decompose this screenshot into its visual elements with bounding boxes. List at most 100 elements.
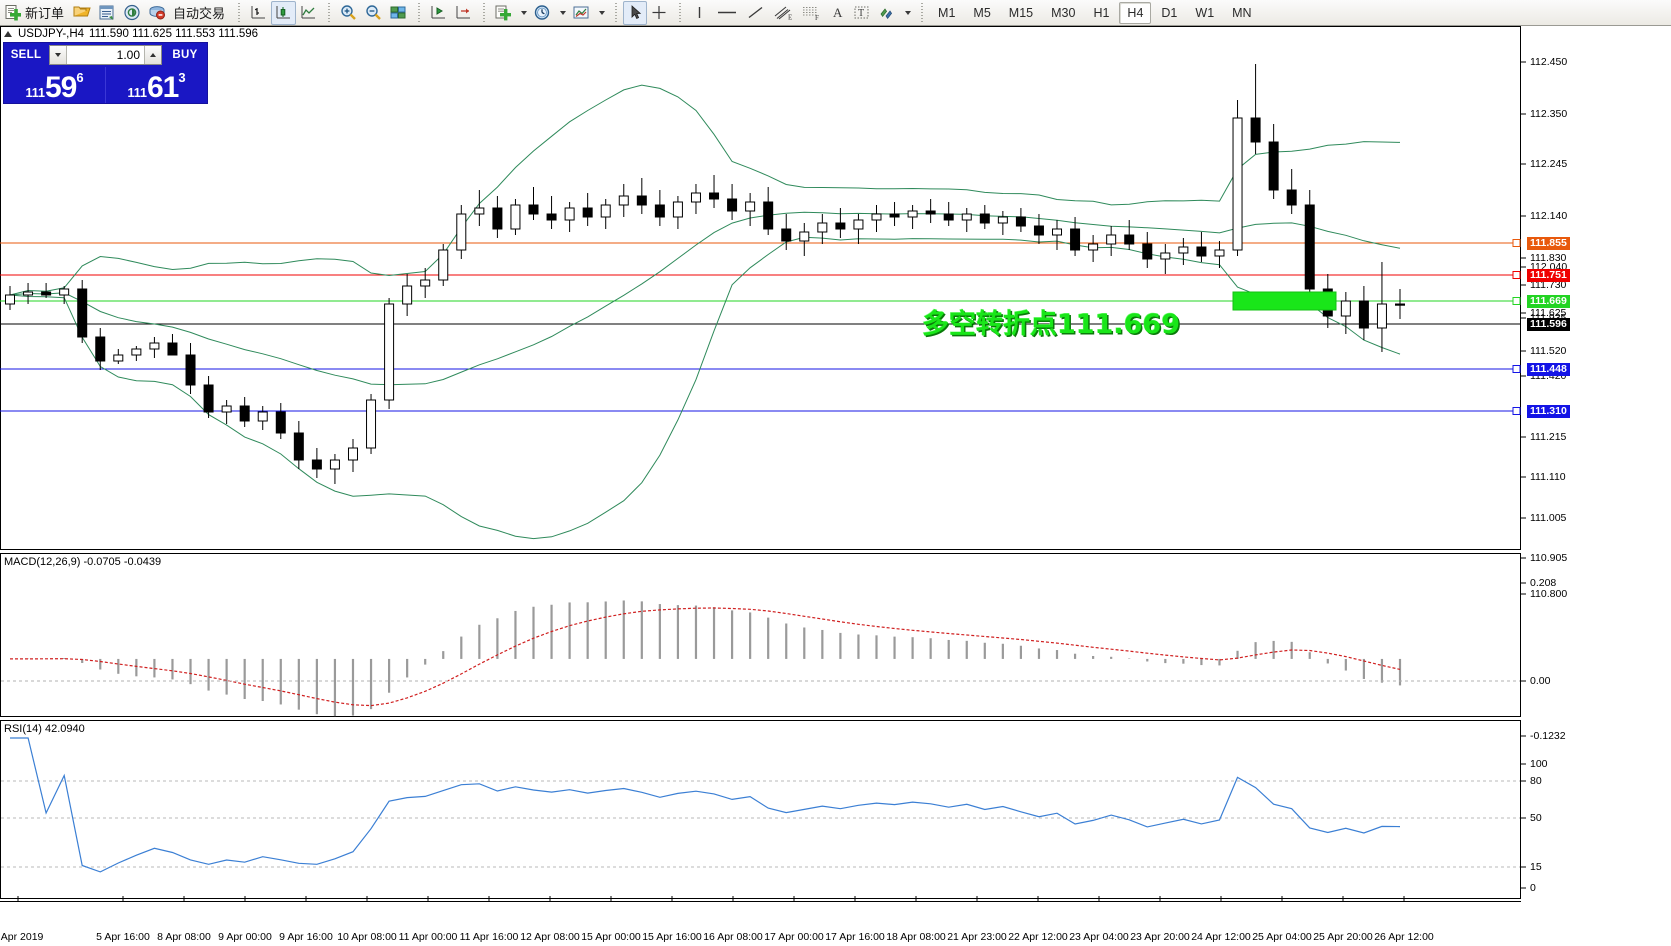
buy-price[interactable]: 111 61 3 [106, 67, 207, 103]
chart-autoscroll-button[interactable] [451, 1, 476, 25]
templates-button[interactable] [569, 1, 594, 25]
period-dropdown[interactable] [555, 1, 569, 25]
time-axis-label: 23 Apr 20:00 [1130, 931, 1190, 943]
arrows-dropdown[interactable] [900, 1, 914, 25]
symbol-ohlc: 111.590 111.625 111.553 111.596 [89, 28, 259, 40]
chart-area[interactable]: USDJPY-,H4 111.590 111.625 111.553 111.5… [0, 26, 1671, 946]
toolbar-separator [235, 3, 243, 22]
price-level-tag[interactable]: 111.751 [1527, 269, 1570, 282]
sell-button[interactable]: SELL [10, 49, 42, 61]
chevron-down-icon [560, 10, 567, 15]
equidistant-channel-tool-button[interactable]: E [769, 1, 797, 25]
volume-value[interactable]: 1.00 [67, 46, 144, 64]
timeframe-button-w1[interactable]: W1 [1195, 5, 1215, 20]
timeframe-button-h1[interactable]: H1 [1093, 5, 1110, 20]
timeframe-button-m1[interactable]: M1 [938, 5, 956, 20]
rsi-axis-tick: 80 [1530, 775, 1542, 787]
volume-stepper[interactable]: 1.00 [49, 45, 162, 65]
text-tool-button[interactable]: A [825, 1, 849, 25]
autotrading-button[interactable]: 自动交易 [170, 1, 231, 25]
price-level-tag[interactable]: 111.310 [1527, 405, 1570, 418]
new-order-label: 新订单 [25, 7, 65, 22]
text-icon: A [833, 5, 843, 20]
chevron-down-icon [599, 10, 606, 15]
trendline-tool-button[interactable] [742, 1, 769, 25]
rsi-axis-tick: 100 [1530, 758, 1548, 770]
terminal-button[interactable] [145, 1, 170, 25]
time-axis-label: 17 Apr 00:00 [764, 931, 824, 943]
one-click-trading-panel[interactable]: SELL 1.00 BUY 111 59 6 [3, 42, 208, 104]
terminal-icon [149, 6, 166, 20]
toolbar-separator [918, 3, 926, 22]
templates-dropdown[interactable] [594, 1, 608, 25]
price-axis-tick: 110.800 [1530, 588, 1568, 600]
chart-annotation-text[interactable]: 多空转折点111.669 [922, 309, 1180, 340]
market-watch-button[interactable] [95, 1, 120, 25]
price-axis-tick: 111.830 [1530, 252, 1567, 264]
timeframe-button-m30[interactable]: M30 [1051, 5, 1076, 20]
period-button[interactable] [530, 1, 555, 25]
timeframe-button-d1[interactable]: D1 [1161, 5, 1178, 20]
zoom-out-button[interactable] [361, 1, 386, 25]
time-axis-label: 9 Apr 00:00 [218, 931, 272, 943]
text-label-tool-button[interactable]: T [849, 1, 874, 25]
zoom-in-button[interactable] [336, 1, 361, 25]
price-axis-tick: 111.005 [1530, 512, 1567, 524]
price-level-tag[interactable]: 111.855 [1527, 237, 1570, 250]
rsi-axis-tick: 0 [1530, 882, 1536, 894]
price-level-tag[interactable]: 111.596 [1527, 318, 1570, 331]
volume-increase-button[interactable] [144, 46, 161, 64]
add-indicator-button[interactable] [491, 1, 516, 25]
toolbar-separator [480, 3, 488, 22]
chart-canvas [0, 26, 1526, 902]
time-axis-label: 25 Apr 04:00 [1252, 931, 1312, 943]
candlestick-chart-button[interactable] [271, 0, 297, 25]
cursor-tool-button[interactable] [623, 0, 648, 25]
vertical-line-icon [698, 7, 701, 18]
oct-prices-row: 111 59 6 111 61 3 [4, 67, 207, 103]
svg-text:T: T [858, 8, 864, 19]
timeframe-button-m15[interactable]: M15 [1008, 5, 1034, 20]
timeframe-button-mn[interactable]: MN [1232, 5, 1252, 20]
time-axis-label: 11 Apr 00:00 [398, 931, 458, 943]
price-axis-tick: 111.625 [1530, 307, 1567, 319]
new-order-button[interactable]: 新订单 [2, 1, 70, 25]
line-chart-button[interactable] [296, 1, 321, 25]
price-axis-tick: 111.730 [1530, 279, 1567, 291]
horizontal-line-tool-button[interactable] [712, 1, 742, 25]
arrows-tool-button[interactable] [874, 1, 900, 25]
toolbar-separator [676, 3, 684, 22]
chevron-down-icon [521, 10, 528, 15]
vertical-line-tool-button[interactable] [687, 1, 712, 25]
time-axis-label: 18 Apr 08:00 [886, 931, 946, 943]
navigator-button[interactable] [120, 1, 145, 25]
buy-button[interactable]: BUY [172, 49, 198, 61]
tile-windows-button[interactable] [386, 1, 411, 25]
navigator-icon [124, 4, 140, 21]
sell-price[interactable]: 111 59 6 [4, 67, 106, 103]
crosshair-tool-button[interactable] [647, 1, 672, 25]
price-axis-tick: 111.215 [1530, 431, 1567, 443]
timeframe-button-m5[interactable]: M5 [973, 5, 991, 20]
timeframe-button-h4[interactable]: H4 [1119, 1, 1152, 24]
collapse-triangle-icon[interactable] [4, 31, 12, 37]
time-axis-label: 10 Apr 08:00 [337, 931, 397, 943]
cursor-icon [631, 5, 641, 20]
add-indicator-dropdown[interactable] [516, 1, 530, 25]
macd-indicator-label: MACD(12,26,9) -0.0705 -0.0439 [4, 556, 162, 568]
candlestick-chart-icon [276, 6, 291, 19]
time-axis-label: 5 Apr 2019 [0, 931, 44, 943]
bar-chart-button[interactable] [246, 1, 271, 25]
price-level-tag[interactable]: 111.448 [1527, 363, 1570, 376]
price-level-tag[interactable]: 111.669 [1527, 295, 1570, 308]
fibonacci-tool-button[interactable]: F [797, 1, 825, 25]
chevron-down-icon [55, 53, 61, 57]
chart-shift-button[interactable] [426, 1, 451, 25]
time-axis-label: 8 Apr 08:00 [157, 931, 211, 943]
volume-decrease-button[interactable] [50, 46, 67, 64]
time-axis-label: 12 Apr 08:00 [520, 931, 580, 943]
data-window-button[interactable] [70, 1, 95, 25]
time-axis-label: 24 Apr 12:00 [1191, 931, 1251, 943]
bar-chart-icon [251, 6, 266, 19]
